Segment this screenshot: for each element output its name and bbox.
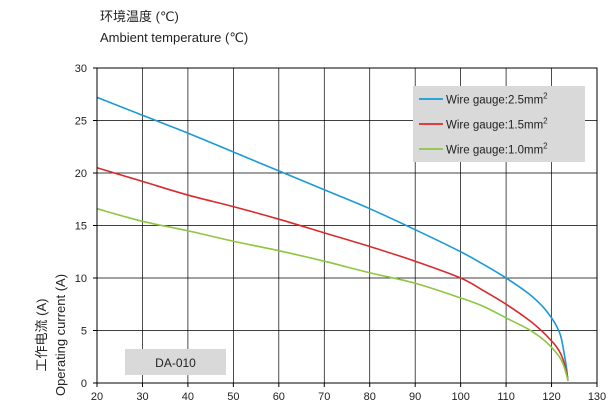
legend-label-2: Wire gauge:1.5mm2 [446,117,548,132]
x-tick-label: 20 [91,391,103,403]
x-tick-label: 100 [451,391,469,403]
model-annotation: DA-010 [125,349,226,375]
plot-frame [96,67,598,384]
chart-title-en: Ambient temperature (℃) [100,30,248,45]
chart-title-cn: 环境温度 (℃) [100,9,179,24]
series-lines [96,96,569,382]
legend-label-1: Wire gauge:2.5mm2 [446,92,548,107]
series-line-1 [96,96,569,381]
y-tick-label: 10 [75,273,87,285]
x-tick-label: 120 [542,391,560,403]
y-tick-label: 5 [81,326,87,338]
x-tick-label: 90 [409,391,421,403]
y-tick-label: 30 [75,63,87,75]
annotation-text: DA-010 [155,356,196,370]
y-tick-label: 15 [75,221,87,233]
y-tick-label: 20 [75,168,87,180]
series-line-2 [96,166,569,382]
legend-label-sup: 2 [543,142,548,151]
y-tick-label: 25 [75,116,87,128]
legend-label-sup: 2 [543,92,548,101]
legend-label-3: Wire gauge:1.0mm2 [446,142,548,157]
x-tick-label: 40 [182,391,194,403]
y-axis-label-cn: 工作电流 (A) [34,299,49,372]
y-tick-label: 0 [81,378,87,390]
series-line-3 [96,207,569,382]
x-tick-label: 130 [588,391,606,403]
x-tick-label: 50 [227,391,239,403]
y-tick-labels: 0 5 10 15 20 25 30 [75,63,97,390]
legend: Wire gauge:2.5mm2 Wire gauge:1.5mm2 Wire g… [413,86,585,162]
x-tick-label: 80 [364,391,376,403]
y-axis-label-en: Operating current (A) [53,274,68,396]
legend-label-sup: 2 [543,117,548,126]
annotation-box [125,349,226,375]
x-tick-label: 60 [273,391,285,403]
x-tick-labels: 20 30 40 50 60 70 80 90 100 110 120 130 [91,383,606,403]
x-tick-label: 70 [318,391,330,403]
x-tick-label: 110 [497,391,515,403]
x-tick-label: 30 [136,391,148,403]
